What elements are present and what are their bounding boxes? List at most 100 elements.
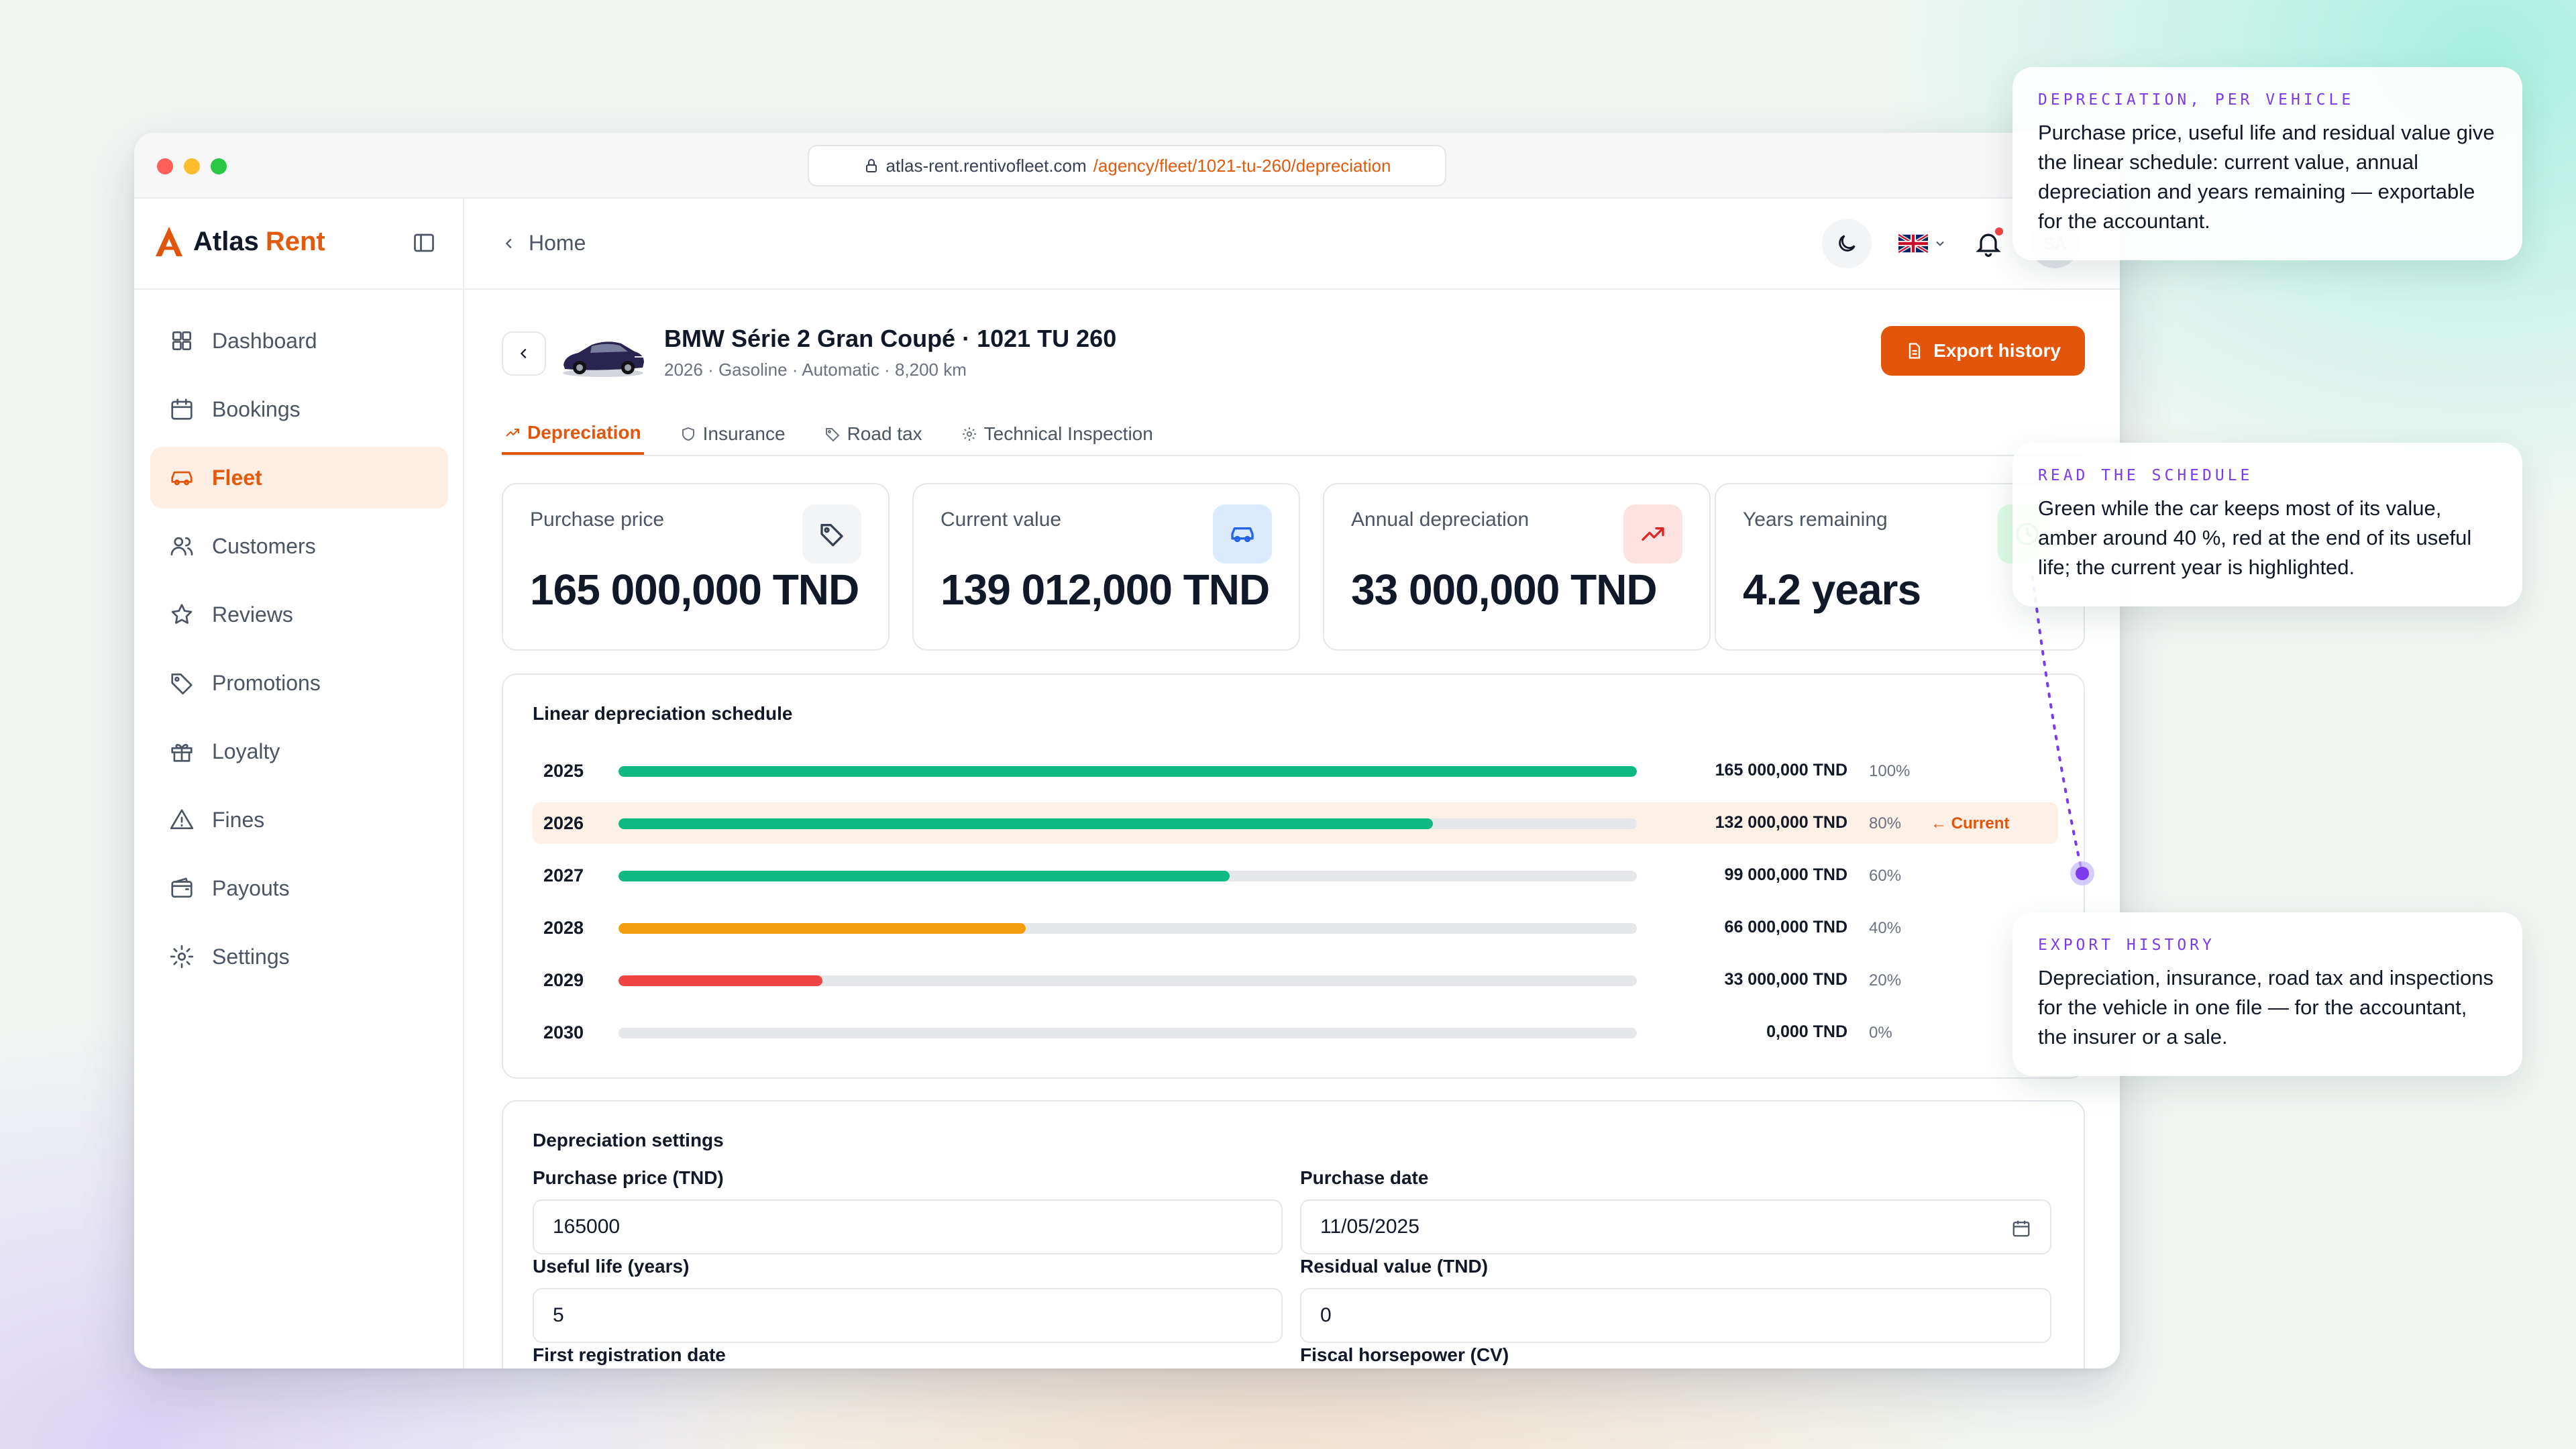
settings-title: Depreciation settings [533,1130,724,1150]
callout-kicker: EXPORT HISTORY [2038,936,2215,954]
kpi-purchase-price: Purchase price 165 000,000 TND [502,483,890,651]
sidebar-toggle-icon[interactable] [412,231,436,255]
schedule-year: 2029 [543,970,584,990]
callout-export-history: EXPORT HISTORY Depreciation, insurance, … [2012,912,2522,1076]
kpi-value: 33 000,000 TND [1351,566,1658,614]
schedule-row: 2025 165 000,000 TND 100% [533,750,2058,792]
uk-flag-icon [1898,234,1928,253]
atlas-logo-icon [156,227,182,256]
useful-life-input[interactable]: 5 [533,1288,1283,1343]
sidebar-item-dashboard[interactable]: Dashboard [150,310,448,372]
chevron-down-icon [1936,241,1944,246]
sidebar-item-bookings[interactable]: Bookings [150,378,448,440]
export-history-label: Export history [1933,340,2061,361]
purchase-price-label: Purchase price (TND) [533,1167,724,1188]
schedule-row: 2026 132 000,000 TND 80% ← Current [533,802,2058,844]
tab-insurance[interactable]: Insurance [678,413,788,455]
tab-technical-inspection[interactable]: Technical Inspection [959,413,1156,455]
sidebar-item-fleet[interactable]: Fleet [150,447,448,508]
trending-up-icon [1623,504,1682,564]
back-button[interactable] [502,331,546,376]
calendar-icon[interactable] [2011,1218,2031,1238]
chevron-left-icon [505,238,512,248]
schedule-year: 2027 [543,865,584,885]
purchase-date-input[interactable]: 11/05/2025 [1300,1199,2051,1254]
residual-value-input[interactable]: 0 [1300,1288,2051,1343]
sidebar-item-payouts[interactable]: Payouts [150,857,448,919]
kpi-annual-depreciation: Annual depreciation 33 000,000 TND [1323,483,1711,651]
schedule-row: 2028 66 000,000 TND 40% [533,907,2058,949]
sidebar-item-settings[interactable]: Settings [150,926,448,987]
sidebar-item-promotions[interactable]: Promotions [150,652,448,714]
kpi-label: Annual depreciation [1351,508,1529,531]
depreciation-settings-card: Depreciation settings Purchase price (TN… [502,1100,2085,1368]
sidebar-item-label: Payouts [212,875,290,900]
vehicle-header: BMW Série 2 Gran Coupé · 1021 TU 260 202… [502,322,2085,396]
schedule-bar-fill [619,975,822,986]
car-icon [1213,504,1272,564]
tab-road-tax[interactable]: Road tax [822,413,925,455]
calendar-icon [171,398,193,420]
callout-text: Depreciation, insurance, road tax and in… [2038,966,2493,1049]
schedule-percent: 60% [1869,867,1902,885]
callout-depreciation: DEPRECIATION, PER VEHICLE Purchase price… [2012,67,2522,260]
callout-text: Green while the car keeps most of its va… [2038,496,2472,579]
purchase-price-input[interactable]: 165000 [533,1199,1283,1254]
car-icon [171,471,193,486]
vehicle-title: BMW Série 2 Gran Coupé · 1021 TU 260 [664,325,1117,352]
schedule-bar-fill [619,818,1434,829]
minimize-window-button[interactable] [184,158,200,174]
vehicle-tabs: Depreciation Insurance Road tax Technical I… [502,413,2085,456]
sidebar-item-label: Bookings [212,396,301,421]
schedule-year: 2028 [543,918,584,938]
schedule-percent: 0% [1869,1024,1892,1042]
schedule-bar-fill [619,766,1637,777]
chevron-left-icon [520,348,527,359]
maximize-window-button[interactable] [211,158,227,174]
current-year-marker: ← Current [1931,814,2010,833]
brand-logo[interactable]: Atlas Rent [154,225,325,258]
sidebar-item-label: Loyalty [212,739,280,763]
tag-icon [171,673,193,695]
url-path: /agency/fleet/1021-tu-260/depreciation [1093,155,1391,176]
sidebar-item-fines[interactable]: Fines [150,789,448,851]
tab-depreciation[interactable]: Depreciation [502,413,644,455]
kpi-cards: Purchase price 165 000,000 TND Current val… [502,483,2085,651]
theme-toggle-button[interactable] [1822,219,1872,268]
useful-life-label: Useful life (years) [533,1256,690,1277]
address-bar[interactable]: atlas-rent.rentivofleet.com /agency/flee… [808,145,1446,186]
schedule-amount: 66 000,000 TND [1724,918,1847,936]
sidebar-item-label: Customers [212,533,316,558]
vehicle-thumbnail [563,341,644,377]
breadcrumb[interactable]: Home [502,231,586,256]
sidebar-item-customers[interactable]: Customers [150,515,448,577]
purchase-date-label: Purchase date [1300,1167,1429,1188]
notification-badge [1995,227,2003,235]
sidebar-item-loyalty[interactable]: Loyalty [150,720,448,782]
close-window-button[interactable] [157,158,173,174]
kpi-current-value: Current value 139 012,000 TND [912,483,1300,651]
shield-icon [682,427,694,441]
sidebar: Atlas Rent Dashboard Bookings Fleet Customer… [134,199,464,1368]
browser-titlebar: atlas-rent.rentivofleet.com /agency/flee… [134,133,2120,199]
schedule-amount: 33 000,000 TND [1724,970,1847,989]
trending-up-icon [506,429,519,437]
schedule-percent: 80% [1869,814,1902,833]
schedule-row: 2027 99 000,000 TND 60% [533,855,2058,896]
star-icon [171,604,193,624]
schedule-year: 2026 [543,813,584,833]
warning-icon [170,809,194,830]
export-history-button[interactable]: Export history [1881,326,2085,376]
sidebar-item-reviews[interactable]: Reviews [150,584,448,645]
schedule-bar-fill [619,923,1026,934]
sidebar-item-label: Settings [212,944,290,969]
sidebar-divider [134,288,463,290]
schedule-year: 2025 [543,761,584,781]
sidebar-item-label: Dashboard [212,328,317,353]
language-selector[interactable] [1898,234,1947,253]
kpi-label: Purchase price [530,508,665,531]
price-tag-icon [802,504,861,564]
users-icon [170,537,193,556]
moon-icon [1839,235,1856,252]
notifications-button[interactable] [1974,227,2003,258]
